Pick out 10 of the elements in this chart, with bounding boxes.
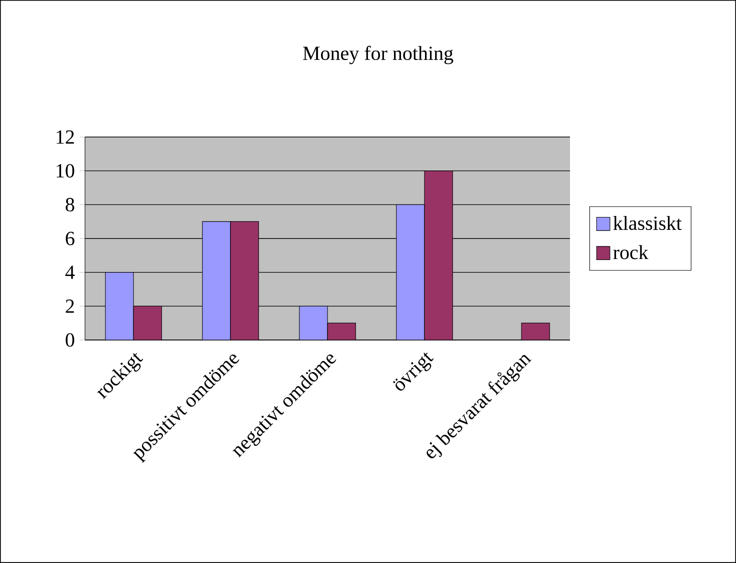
chart-title: Money for nothing bbox=[303, 46, 454, 64]
y-tick-label: 2 bbox=[66, 300, 74, 313]
y-tick-label: 0 bbox=[66, 333, 74, 347]
y-tick-label: 10 bbox=[56, 164, 74, 178]
y-tick-label: 12 bbox=[56, 130, 74, 144]
legend-label: klassiskt bbox=[613, 216, 682, 230]
legend-label: rock bbox=[613, 245, 648, 260]
y-tick-label: 8 bbox=[66, 198, 74, 212]
y-tick-label: 6 bbox=[66, 232, 74, 246]
y-tick-label: 4 bbox=[65, 266, 75, 279]
